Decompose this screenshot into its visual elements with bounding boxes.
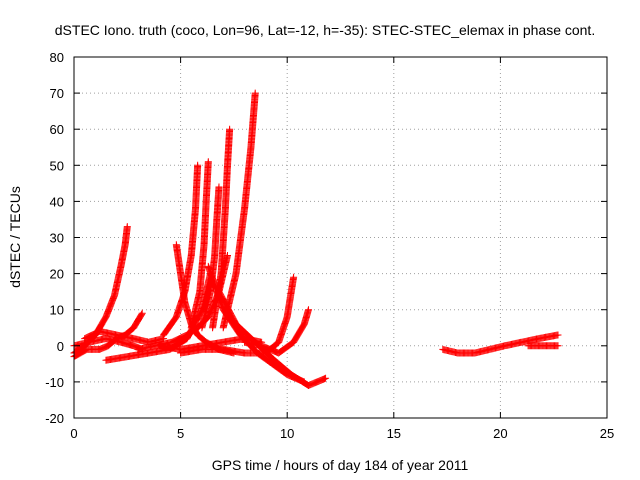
y-axis-label: dSTEC / TECUs [7, 186, 23, 288]
y-tick-label: -10 [45, 375, 64, 390]
data-point [138, 309, 146, 317]
x-tick-label: 0 [70, 426, 77, 441]
data-point [215, 183, 223, 191]
data-point [138, 310, 146, 318]
x-tick-label: 15 [387, 426, 401, 441]
y-tick-label: 30 [50, 231, 64, 246]
chart-title: dSTEC Iono. truth (coco, Lon=96, Lat=-12… [55, 22, 595, 38]
data-point [194, 161, 202, 169]
y-tick-label: 80 [50, 50, 64, 65]
y-tick-label: 0 [57, 339, 64, 354]
data-point [322, 374, 330, 382]
x-tick-label: 10 [280, 426, 294, 441]
data-point [204, 158, 212, 166]
data-point [554, 342, 562, 350]
y-tick-label: 70 [50, 86, 64, 101]
data-point [226, 125, 234, 133]
y-tick-label: 40 [50, 194, 64, 209]
data-point [251, 89, 259, 97]
x-tick-label: 20 [493, 426, 507, 441]
grid-lines [74, 57, 607, 418]
y-tick-label: 20 [50, 267, 64, 282]
data-point [305, 306, 313, 314]
data-points [70, 89, 562, 390]
y-tick-label: 60 [50, 122, 64, 137]
y-tick-label: -20 [45, 411, 64, 426]
y-axis-ticks: -20 -10 0 10 20 30 40 50 60 70 80 [45, 50, 607, 426]
x-tick-label: 5 [177, 426, 184, 441]
x-axis-ticks: 0 5 10 15 20 25 [70, 57, 614, 441]
x-axis-label: GPS time / hours of day 184 of year 2011 [212, 457, 469, 473]
data-point [290, 273, 298, 281]
data-point [554, 331, 562, 339]
x-tick-label: 25 [600, 426, 614, 441]
data-point [123, 223, 131, 231]
plot-frame [73, 56, 608, 419]
y-tick-label: 50 [50, 158, 64, 173]
y-tick-label: 10 [50, 303, 64, 318]
